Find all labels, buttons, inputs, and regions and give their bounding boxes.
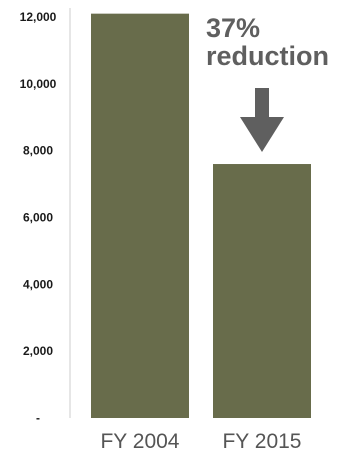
x-axis-labels: FY 2004 FY 2015 (100, 430, 301, 452)
reduction-percent: 37% (206, 13, 261, 43)
arrow-head (240, 117, 284, 152)
y-tick-label: 10,000 (20, 77, 57, 91)
y-tick-label: 8,000 (23, 144, 53, 158)
x-tick-label: FY 2015 (222, 430, 301, 452)
reduction-annotation: 37% reduction (206, 14, 329, 70)
bar-fy-2004 (91, 13, 189, 419)
y-tick-label: 4,000 (23, 277, 53, 291)
y-tick-label: - (36, 411, 40, 425)
y-tick-label: 12,000 (20, 10, 57, 24)
arrow-shaft (255, 88, 269, 120)
y-tick-label: 6,000 (23, 211, 53, 225)
bar-fy-2015 (213, 164, 311, 418)
y-axis-ticks: - 2,000 4,000 6,000 8,000 10,000 12,000 (20, 10, 57, 425)
x-tick-label: FY 2004 (100, 430, 179, 452)
y-tick-label: 2,000 (23, 344, 53, 358)
reduction-label: reduction (206, 41, 330, 71)
bars (91, 13, 311, 419)
down-arrow-icon (240, 88, 284, 152)
